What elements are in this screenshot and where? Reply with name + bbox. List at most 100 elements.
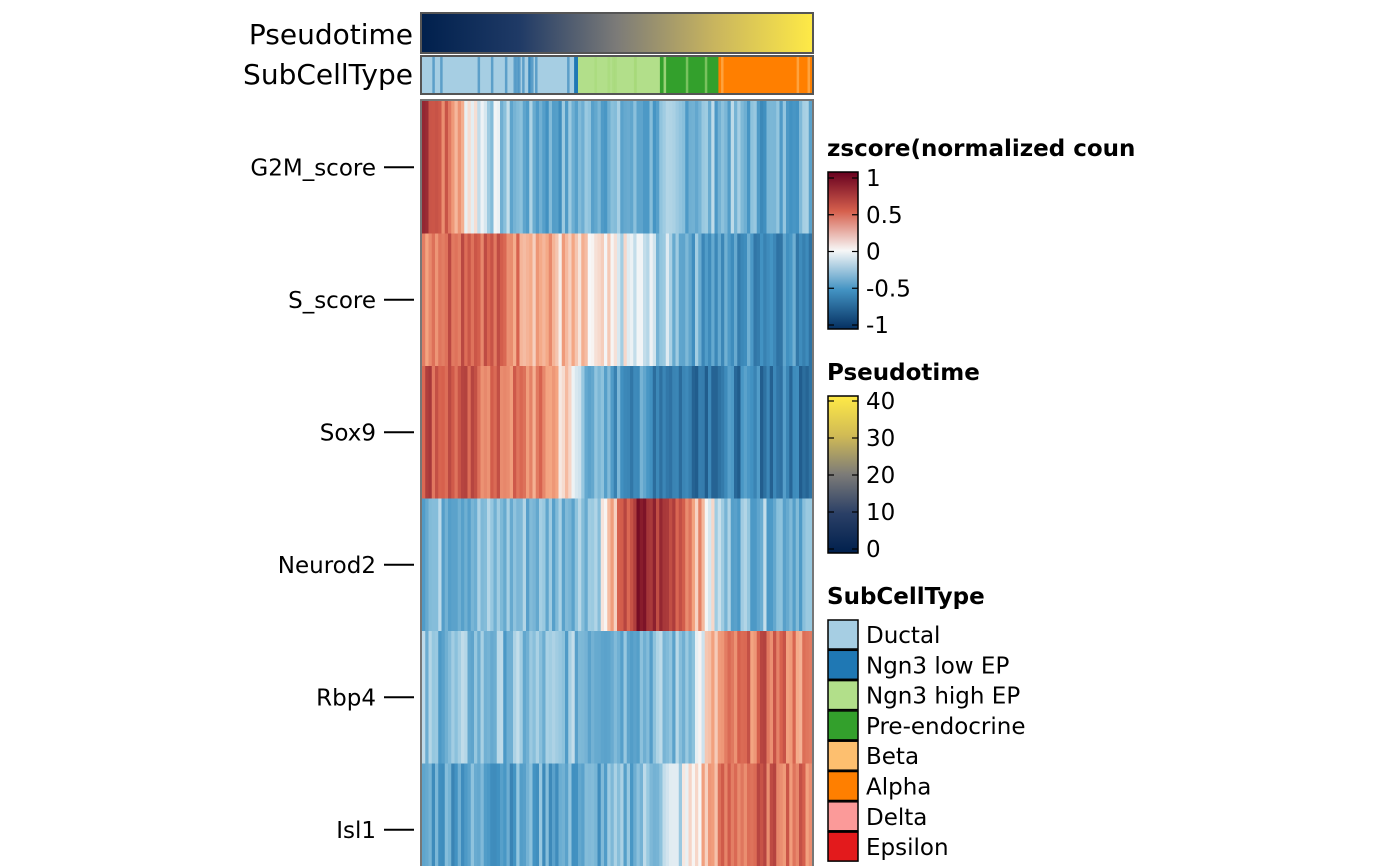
subcelltype-legend-label: Ductal (866, 623, 940, 649)
heatmap-cell (613, 366, 618, 499)
heatmap-cell (782, 101, 787, 234)
heatmap-cell (721, 101, 725, 234)
heatmap-cell (717, 366, 722, 499)
heatmap-cell (422, 763, 426, 866)
heatmap-cell (552, 233, 556, 366)
heatmap-cell (620, 366, 625, 499)
heatmap-cell (526, 366, 530, 499)
heatmap-cell (672, 763, 677, 866)
heatmap-cell (574, 366, 579, 499)
heatmap-cell (529, 233, 534, 366)
heatmap-row (422, 233, 813, 366)
heatmap-cell (773, 763, 777, 866)
heatmap-cell (490, 366, 495, 499)
heatmap-cell (792, 498, 797, 631)
heatmap-cell (467, 498, 472, 631)
heatmap-cell (571, 763, 576, 866)
heatmap-cell (695, 498, 699, 631)
heatmap-cell (669, 366, 673, 499)
heatmap-cell (506, 366, 511, 499)
heatmap-cell (542, 366, 547, 499)
heatmap-cell (490, 498, 495, 631)
heatmap-cell (795, 366, 800, 499)
heatmap-cell (548, 366, 553, 499)
heatmap-cell (652, 233, 657, 366)
heatmap-cell (513, 233, 517, 366)
heatmap-cell (750, 763, 755, 866)
heatmap-cell (584, 101, 589, 234)
heatmap-cell (711, 631, 716, 764)
heatmap-cell (734, 763, 738, 866)
heatmap-cell (633, 101, 638, 234)
zscore-tick-label: -1 (866, 313, 889, 339)
heatmap-cell (717, 631, 722, 764)
heatmap-cell (766, 233, 771, 366)
heatmap-cell (656, 366, 660, 499)
heatmap-cell (636, 498, 641, 631)
heatmap-cell (763, 366, 768, 499)
heatmap-cell (769, 631, 774, 764)
heatmap-cell (747, 233, 751, 366)
heatmap-cell (743, 366, 748, 499)
heatmap-cell (763, 101, 768, 234)
pseudotime-annotation-label: Pseudotime (249, 18, 413, 51)
heatmap-cell (600, 101, 605, 234)
heatmap-cell (747, 498, 751, 631)
heatmap-cell (730, 763, 735, 866)
heatmap-cell (737, 101, 742, 234)
heatmap-cell (509, 101, 514, 234)
heatmap-cell (639, 631, 644, 764)
zscore-tick-label: 0 (866, 240, 881, 266)
heatmap-cell (776, 366, 781, 499)
heatmap-cell (652, 631, 657, 764)
heatmap-cell (555, 631, 560, 764)
heatmap-cell (737, 498, 742, 631)
heatmap-cell (652, 366, 657, 499)
heatmap-cell (535, 366, 540, 499)
heatmap-cell (464, 763, 469, 866)
heatmap-cell (451, 498, 456, 631)
heatmap-cell (604, 631, 608, 764)
heatmap-cell (613, 631, 618, 764)
row-label: S_score (288, 288, 376, 314)
heatmap-cell (425, 366, 430, 499)
heatmap-cell (779, 631, 784, 764)
heatmap-cell (574, 498, 579, 631)
heatmap-cell (587, 101, 592, 234)
heatmap-cell (487, 631, 491, 764)
heatmap-cell (448, 101, 452, 234)
heatmap-cell (792, 366, 797, 499)
heatmap-cell (444, 763, 449, 866)
heatmap-cell (503, 233, 508, 366)
pseudotime-tick-label: 10 (866, 500, 895, 526)
heatmap-cell (698, 233, 703, 366)
heatmap-cell (490, 763, 495, 866)
heatmap-cell (470, 763, 475, 866)
heatmap-cell (669, 631, 673, 764)
heatmap-cell (753, 498, 758, 631)
heatmap-cell (597, 366, 602, 499)
heatmap-cell (578, 631, 582, 764)
heatmap-cell (639, 366, 644, 499)
heatmap-cell (773, 366, 777, 499)
heatmap-cell (626, 101, 631, 234)
heatmap-cell (474, 763, 478, 866)
heatmap-cell (461, 101, 465, 234)
heatmap-cell (750, 233, 755, 366)
heatmap-cell (428, 101, 433, 234)
heatmap-cell (610, 101, 615, 234)
heatmap-cell (441, 498, 446, 631)
heatmap-cell (532, 498, 537, 631)
heatmap-cell (779, 763, 784, 866)
heatmap-cell (795, 101, 800, 234)
heatmap-cell (435, 233, 439, 366)
heatmap-cell (526, 101, 530, 234)
heatmap-cell (613, 101, 618, 234)
heatmap-cell (675, 498, 680, 631)
heatmap-cell (591, 498, 595, 631)
subcelltype-stripe (614, 57, 617, 93)
heatmap-cell (750, 366, 755, 499)
heatmap-cell (438, 366, 443, 499)
heatmap-cell (581, 101, 586, 234)
subcelltype-legend-label: Pre-endocrine (866, 714, 1025, 740)
